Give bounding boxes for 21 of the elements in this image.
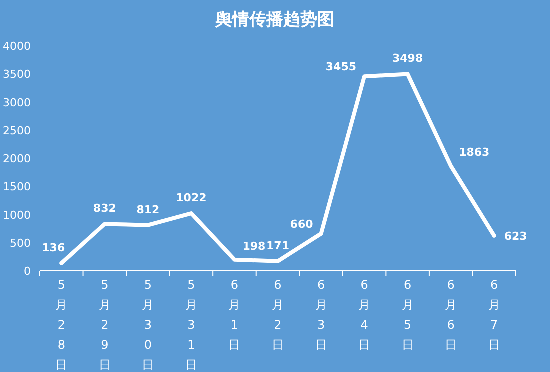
data-label: 623 [504,230,528,243]
y-tick-label: 2000 [3,152,31,166]
y-tick-label: 500 [10,236,31,250]
y-tick-label: 4000 [3,40,31,53]
data-label: 812 [136,203,160,216]
y-tick-label: 3500 [3,68,31,82]
data-label: 1022 [176,192,207,205]
y-tick-label: 3000 [3,96,31,110]
data-label: 3498 [392,52,424,66]
data-label: 1863 [459,146,490,160]
data-label: 660 [290,218,314,231]
data-label: 136 [42,241,66,254]
data-label: 171 [266,239,290,252]
data-label: 198 [242,240,266,253]
y-tick-label: 1000 [3,208,31,222]
y-tick-label: 0 [24,265,31,278]
y-tick-label: 1500 [3,180,31,194]
data-label: 832 [93,202,116,216]
data-label: 3455 [326,60,357,74]
chart-title: 舆情传播趋势图 [214,10,334,30]
y-tick-label: 2500 [3,124,31,138]
